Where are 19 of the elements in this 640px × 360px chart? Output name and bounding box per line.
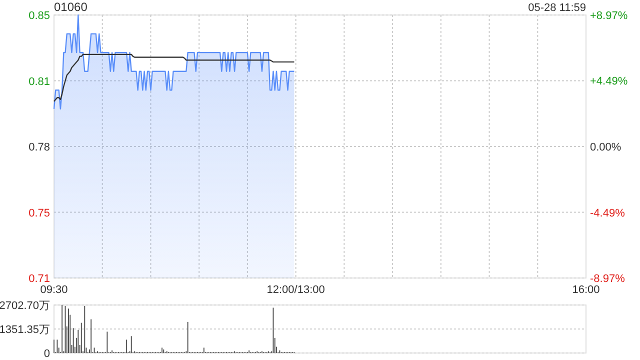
y2-tick-label: +8.97% xyxy=(590,10,628,22)
y-tick-label: 0.71 xyxy=(28,273,50,285)
y2-tick-label: -4.49% xyxy=(590,207,626,220)
y-tick-label: 0.85 xyxy=(28,10,50,22)
y-tick-label: 1351.35万 xyxy=(0,324,50,336)
y-tick-label: 0.78 xyxy=(28,142,50,154)
y-tick-label: 2702.70万 xyxy=(0,300,50,312)
line-series xyxy=(53,54,295,102)
text: 05-28 11:59 xyxy=(528,2,586,14)
y2-tick-label: 0.00% xyxy=(590,142,622,154)
x-tick-label: 16:00 xyxy=(572,284,600,296)
y2-tick-label: +4.49% xyxy=(590,76,628,88)
chart-title: 01060 xyxy=(54,0,88,14)
y-tick-label: 0 xyxy=(44,348,50,360)
x-tick-label: 12:00/13:00 xyxy=(266,284,325,296)
y-tick-label: 0.81 xyxy=(28,76,50,88)
y2-tick-label: -8.97% xyxy=(590,273,626,285)
y-tick-label: 0.75 xyxy=(28,207,50,220)
x-tick-label: 09:30 xyxy=(40,284,68,296)
